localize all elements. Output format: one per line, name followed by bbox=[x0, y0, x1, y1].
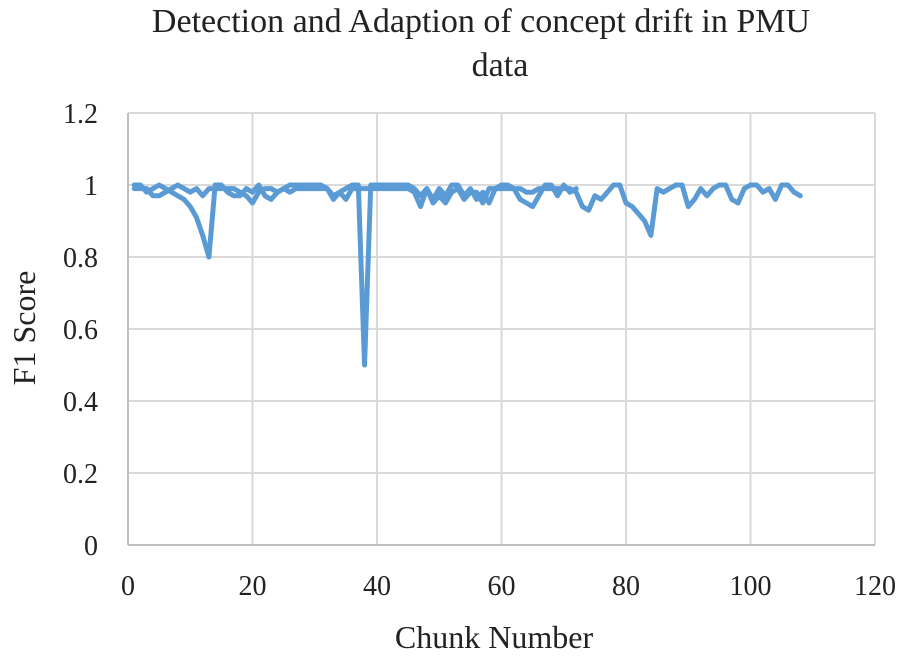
y-tick-label: 0.8 bbox=[63, 243, 98, 274]
x-tick-label: 0 bbox=[121, 571, 135, 602]
x-tick-label: 100 bbox=[730, 571, 772, 602]
x-tick-label: 120 bbox=[854, 571, 896, 602]
y-tick-label: 0 bbox=[84, 531, 98, 562]
x-tick-label: 80 bbox=[612, 571, 640, 602]
series-line-1 bbox=[131, 182, 579, 368]
series-line-2 bbox=[131, 182, 803, 238]
x-axis-label: Chunk Number bbox=[395, 619, 594, 655]
y-tick-label: 0.4 bbox=[63, 387, 98, 418]
tick-label-layer: 0 0.2 0.4 0.6 0.8 1 1.2 0 20 40 60 80 100 120 bbox=[63, 99, 896, 602]
axis-layer bbox=[127, 113, 875, 546]
grid-layer bbox=[128, 112, 876, 545]
x-tick-label: 60 bbox=[488, 571, 516, 602]
y-tick-label: 1 bbox=[84, 171, 98, 202]
chart-title-line-2: data bbox=[472, 47, 529, 84]
y-axis-label: F1 Score bbox=[6, 271, 42, 386]
series-layer bbox=[131, 182, 803, 368]
x-tick-label: 20 bbox=[239, 571, 267, 602]
y-tick-label: 1.2 bbox=[63, 99, 98, 130]
y-tick-label: 0.6 bbox=[63, 315, 98, 346]
y-tick-label: 0.2 bbox=[63, 459, 98, 490]
chart-title-line-1: Detection and Adaption of concept drift … bbox=[152, 3, 810, 40]
x-tick-label: 40 bbox=[363, 571, 391, 602]
